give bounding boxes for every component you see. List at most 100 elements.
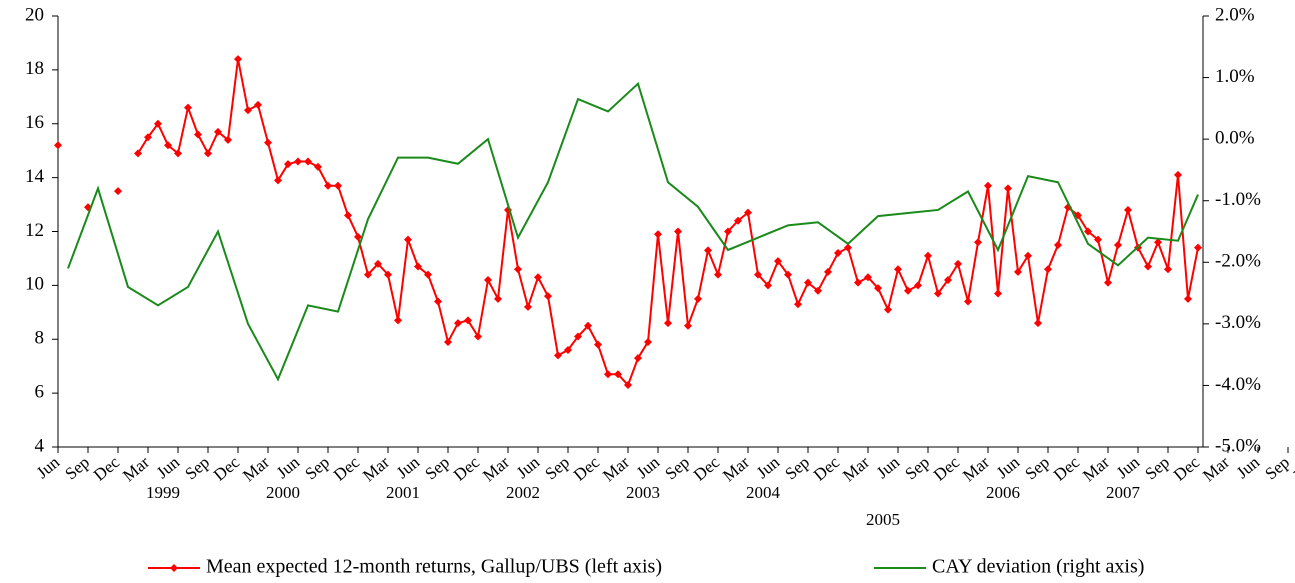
data-point <box>514 265 522 274</box>
x-tick-label: Mar <box>719 452 753 485</box>
data-point <box>174 149 182 158</box>
data-point <box>604 370 612 379</box>
data-point <box>444 337 452 346</box>
data-point <box>1024 251 1032 260</box>
data-point <box>974 238 982 247</box>
y-tick-label: 16 <box>25 112 44 133</box>
data-point <box>344 211 352 220</box>
x-tick-label: Jun <box>633 452 664 482</box>
data-point <box>324 181 332 190</box>
data-point <box>694 294 702 303</box>
data-point <box>584 321 592 330</box>
legend-marker <box>170 564 178 572</box>
x-tick-label: Jun <box>873 452 904 482</box>
x-tick-label: Dec <box>90 452 124 484</box>
x-tick-label: Sep <box>181 453 213 484</box>
year-label: 2002 <box>506 483 540 502</box>
data-point <box>994 289 1002 298</box>
data-point <box>1094 235 1102 244</box>
data-point <box>594 340 602 349</box>
series-line <box>67 81 1199 382</box>
data-point <box>274 176 282 185</box>
data-point <box>484 275 492 284</box>
data-point <box>874 284 882 293</box>
data-point <box>834 249 842 258</box>
data-point <box>54 141 62 150</box>
data-point <box>524 302 532 311</box>
x-tick-label: Mar <box>599 452 633 485</box>
data-point <box>234 55 242 64</box>
x-tick-label: Jun <box>273 452 304 482</box>
x-tick-label: Sep <box>1261 453 1293 484</box>
y-tick-label: 8 <box>35 328 45 349</box>
legend-label: CAY deviation (right axis) <box>932 556 1144 578</box>
data-point <box>204 149 212 158</box>
data-point <box>824 267 832 276</box>
x-tick-label: Mar <box>959 452 993 485</box>
x-tick-label: Jun <box>33 452 64 482</box>
data-point <box>364 270 372 279</box>
data-point <box>144 133 152 142</box>
year-label: 2006 <box>986 483 1020 502</box>
y2-tick-label: 1.0% <box>1215 66 1255 87</box>
data-point <box>934 289 942 298</box>
data-point <box>564 346 572 355</box>
data-point <box>214 127 222 136</box>
x-tick-label: Dec <box>1170 452 1204 484</box>
data-point <box>314 162 322 171</box>
data-point <box>304 157 312 166</box>
data-point <box>474 332 482 341</box>
data-point <box>704 246 712 255</box>
data-point <box>1004 184 1012 193</box>
data-point <box>744 208 752 217</box>
data-point <box>924 251 932 260</box>
x-tick-label: Jun <box>1233 452 1264 482</box>
x-tick-label: Mar <box>359 452 393 485</box>
data-point <box>684 321 692 330</box>
data-point <box>434 297 442 306</box>
x-tick-label: Sep <box>301 453 333 484</box>
y-tick-label: 20 <box>25 4 44 25</box>
data-point <box>654 230 662 239</box>
y-tick-label: 6 <box>35 381 45 402</box>
data-point <box>754 270 762 279</box>
x-tick-label: Sep <box>541 453 573 484</box>
data-point <box>254 100 262 109</box>
data-point <box>1174 170 1182 179</box>
data-point <box>224 135 232 144</box>
data-point <box>154 119 162 128</box>
data-point <box>864 273 872 282</box>
data-point <box>804 278 812 287</box>
x-tick-label: Sep <box>421 453 453 484</box>
x-tick-label: Jun <box>753 452 784 482</box>
data-point <box>914 281 922 290</box>
legend-label: Mean expected 12-month returns, Gallup/U… <box>206 556 662 578</box>
data-point <box>634 354 642 363</box>
x-tick-label: Dec <box>210 452 244 484</box>
year-label: 2003 <box>626 483 660 502</box>
data-point <box>284 160 292 169</box>
x-tick-label: Dec <box>1290 452 1295 484</box>
data-point <box>664 319 672 328</box>
y2-tick-label: -4.0% <box>1215 374 1261 395</box>
year-label: 2000 <box>266 483 300 502</box>
data-point <box>184 103 192 112</box>
x-tick-label: Dec <box>690 452 724 484</box>
data-point <box>884 305 892 314</box>
data-point <box>724 227 732 236</box>
x-tick-label: Dec <box>810 452 844 484</box>
x-tick-label: Dec <box>930 452 964 484</box>
x-tick-label: Jun <box>513 452 544 482</box>
y-tick-label: 14 <box>25 166 45 187</box>
x-tick-label: Sep <box>661 453 693 484</box>
y-tick-label: 10 <box>25 274 44 295</box>
data-point <box>644 337 652 346</box>
x-tick-label: Sep <box>901 453 933 484</box>
y-tick-label: 18 <box>25 58 44 79</box>
data-point <box>944 275 952 284</box>
y2-tick-label: 2.0% <box>1215 4 1255 25</box>
year-label: 2005 <box>866 510 900 529</box>
year-label: 2004 <box>746 483 781 502</box>
x-tick-label: Mar <box>1079 452 1113 485</box>
year-label: 1999 <box>146 483 180 502</box>
